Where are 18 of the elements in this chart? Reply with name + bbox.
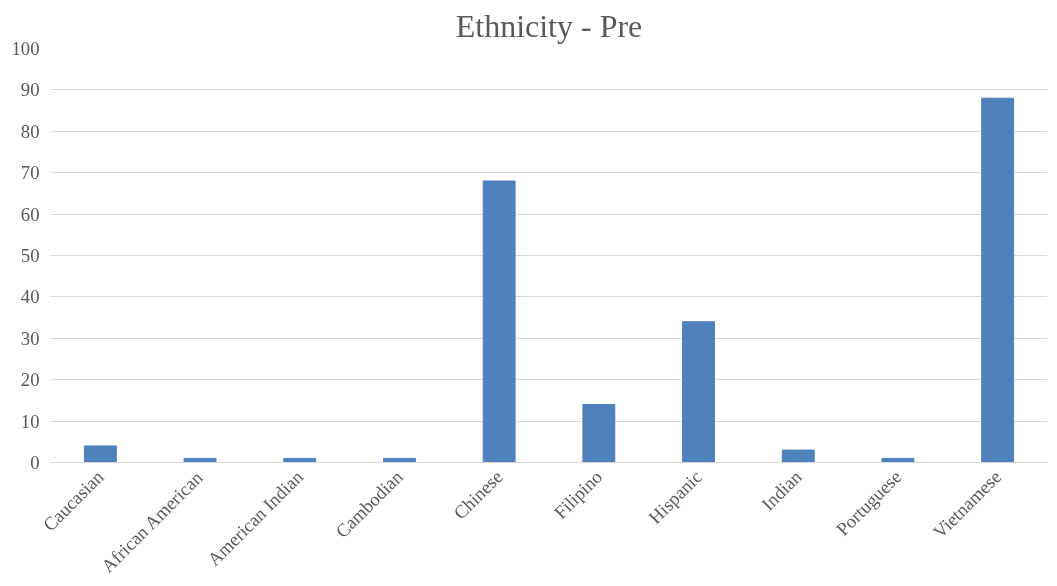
bar: [482, 180, 516, 463]
y-tick-label: 10: [20, 410, 40, 432]
chart-title: Ethnicity - Pre: [455, 7, 643, 44]
bar: [981, 97, 1015, 463]
bar: [83, 445, 117, 463]
y-tick-label: 0: [30, 452, 40, 473]
y-tick-label: 60: [20, 203, 40, 225]
bar: [682, 321, 715, 463]
y-tick-label: 80: [20, 120, 40, 142]
y-tick-label: 70: [20, 162, 40, 184]
y-tick-label: 20: [20, 369, 40, 391]
y-tick-label: 30: [20, 327, 40, 349]
bar: [781, 449, 815, 463]
bar: [582, 404, 616, 463]
y-tick-label: 50: [20, 245, 40, 266]
y-tick-label: 100: [11, 38, 40, 59]
y-tick-label: 40: [20, 286, 40, 308]
y-tick-label: 90: [20, 79, 40, 101]
